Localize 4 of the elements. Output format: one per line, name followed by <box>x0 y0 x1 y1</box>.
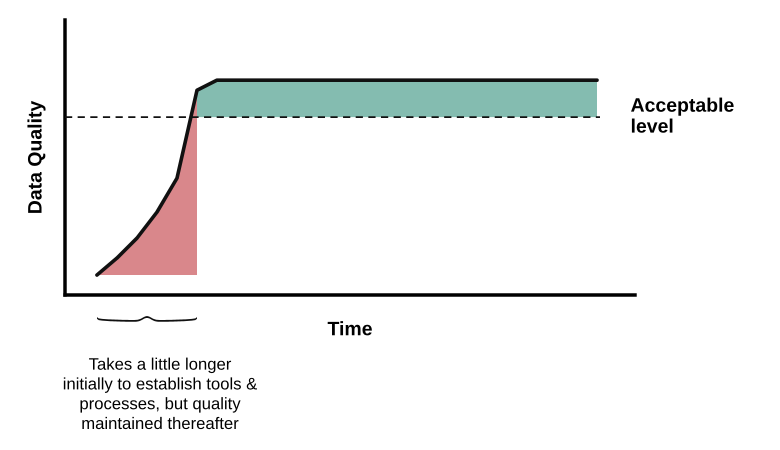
y-axis-title: Data Quality <box>27 100 46 213</box>
text: Takes a little longer initially to establish tools & processes, but quality maintained thereafter <box>64 358 258 430</box>
x-axis-title: Time <box>328 321 372 336</box>
ref-line-label: Acceptable level <box>631 98 734 133</box>
